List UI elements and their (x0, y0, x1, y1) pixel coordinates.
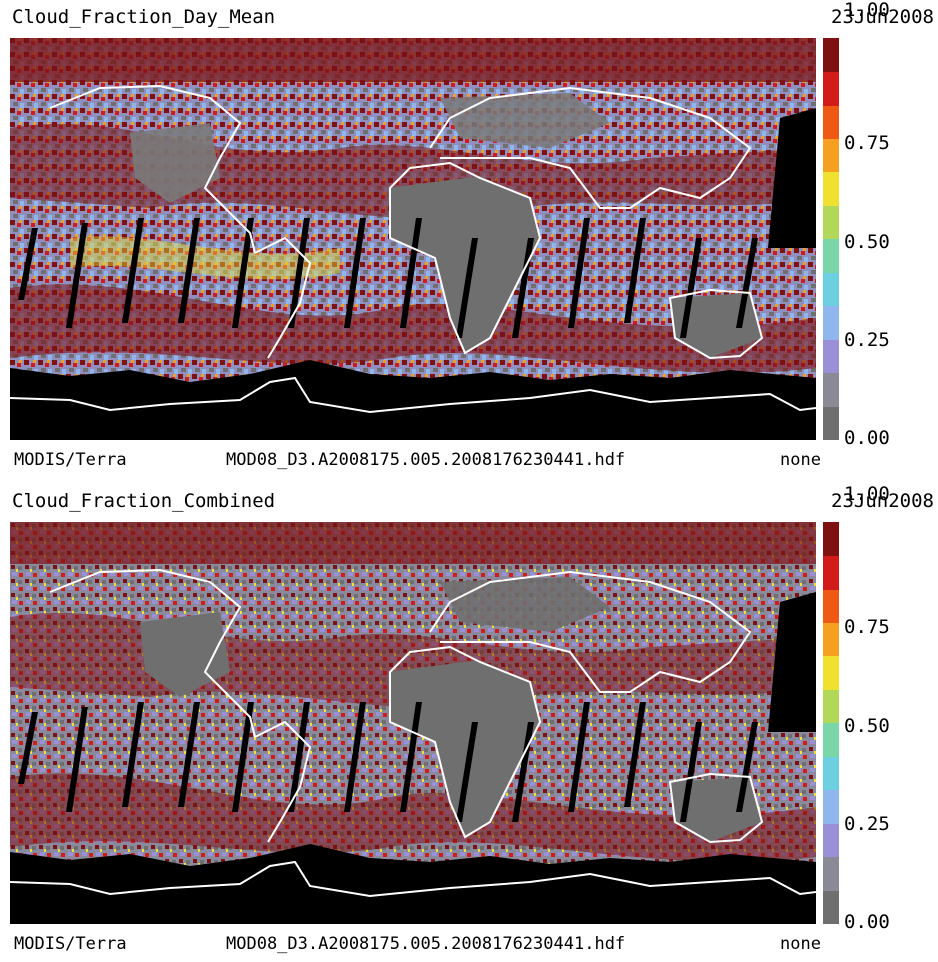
panel-title: Cloud_Fraction_Day_Mean (12, 6, 276, 28)
cloud-fraction-map (10, 522, 816, 924)
colorbar-tick: 0.50 (844, 715, 890, 737)
colorbar-tick: 0.25 (844, 329, 890, 351)
colorbar-tick: 0.75 (844, 616, 890, 638)
colorbar-tick: 0.75 (844, 132, 890, 154)
colorbar (823, 522, 839, 924)
colorbar (823, 38, 839, 440)
colorbar-tick: 0.50 (844, 231, 890, 253)
panel-date: 23Jun2008 (831, 6, 934, 28)
panel-date: 23Jun2008 (831, 490, 934, 512)
colorbar-tick: 0.00 (844, 427, 890, 449)
sensor-label: MODIS/Terra (14, 450, 127, 470)
panel-title: Cloud_Fraction_Combined (12, 490, 276, 512)
file-name: MOD08_D3.A2008175.005.2008176230441.hdf (226, 934, 626, 954)
colorbar-tick: 1.00 (844, 0, 890, 21)
map-panel-day-mean: Cloud_Fraction_Day_Mean 23Jun2008 (0, 0, 938, 478)
colorbar-tick: 0.00 (844, 911, 890, 933)
map-panel-combined: Cloud_Fraction_Combined 23Jun2008 (0, 484, 938, 962)
file-name: MOD08_D3.A2008175.005.2008176230441.hdf (226, 450, 626, 470)
note-label: none (780, 934, 821, 954)
colorbar-tick: 0.25 (844, 813, 890, 835)
colorbar-tick: 1.00 (844, 483, 890, 505)
sensor-label: MODIS/Terra (14, 934, 127, 954)
cloud-fraction-map (10, 38, 816, 440)
note-label: none (780, 450, 821, 470)
